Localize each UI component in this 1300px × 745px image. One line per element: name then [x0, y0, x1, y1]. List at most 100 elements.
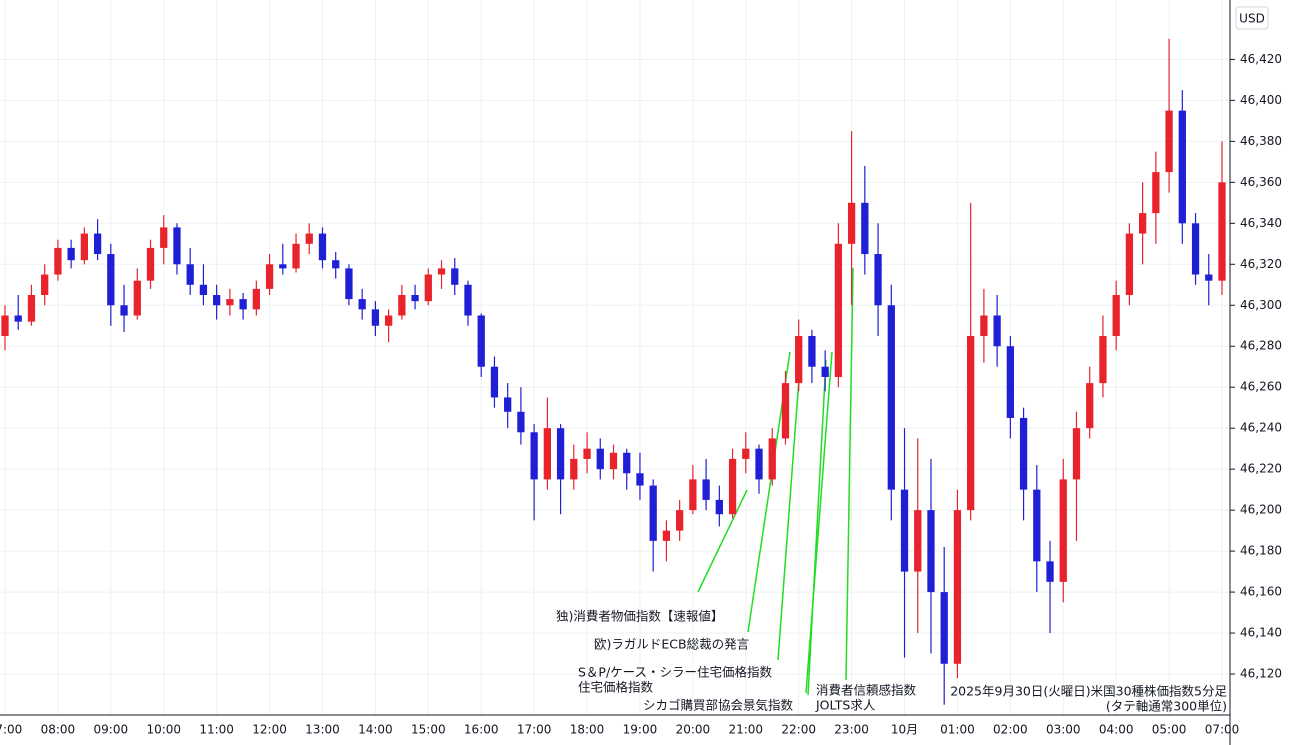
candle-body — [702, 479, 710, 500]
candle-body — [1033, 489, 1041, 562]
candle-body — [755, 448, 763, 480]
candle-body — [1125, 233, 1134, 296]
candle-body — [146, 247, 155, 281]
x-tick-label: 05:00 — [1152, 723, 1187, 737]
y-tick-label: 46,120 — [1240, 667, 1282, 681]
y-tick-label: 46,160 — [1240, 585, 1282, 599]
candle-body — [596, 448, 604, 470]
candles — [1, 38, 1226, 705]
x-tick-label: 12:00 — [252, 723, 287, 737]
candle-body — [967, 335, 975, 511]
annotation-text: S＆P/ケース・シラー住宅価格指数 — [578, 665, 773, 680]
candle-body — [1205, 274, 1213, 281]
x-tick-label: 21:00 — [728, 723, 763, 737]
candle-body — [676, 510, 684, 531]
candle-body — [927, 510, 935, 593]
annotation-leader — [697, 489, 748, 593]
x-tick-label: 02:00 — [993, 723, 1028, 737]
candle-body — [93, 233, 102, 255]
candle-body — [464, 284, 472, 316]
candle-body — [318, 233, 327, 261]
candle-body — [556, 428, 565, 480]
y-tick-label: 46,180 — [1240, 544, 1282, 558]
x-tick-label: 04:00 — [1099, 723, 1134, 737]
unit-box — [1235, 6, 1269, 30]
x-tick-label: 20:00 — [676, 723, 711, 737]
candle-body — [795, 335, 803, 384]
candle-body — [900, 489, 909, 572]
annotation-text: 住宅価格指数 — [578, 680, 654, 695]
candle-body — [623, 452, 631, 474]
candle-body — [332, 260, 340, 269]
y-tick-label: 46,140 — [1240, 626, 1282, 640]
annotation-leader — [807, 359, 827, 696]
x-tick-label: 08:00 — [41, 723, 76, 737]
annotations: 独)消費者物価指数【速報値】欧)ラガルドECB総裁の発言 S＆P/ケース・シラー住… — [556, 267, 917, 713]
x-tick-label: 03:00 — [1046, 723, 1081, 737]
candle-body — [1152, 172, 1160, 214]
candle-body — [1, 315, 9, 336]
candle-body — [993, 315, 1001, 347]
x-tick-label: 17:00 — [517, 723, 552, 737]
candle-body — [1046, 561, 1054, 582]
candle-body — [808, 335, 816, 367]
candle-body — [120, 305, 128, 316]
candle-body — [504, 397, 512, 412]
candle-body — [874, 254, 882, 306]
x-tick-label: 07:00 — [1205, 723, 1240, 737]
candle-body — [543, 428, 551, 480]
candle-body — [384, 315, 393, 326]
x-tick-label: 15:00 — [411, 723, 446, 737]
annotation-text: 消費者信頼感指数 — [816, 683, 917, 698]
y-tick-label: 46,320 — [1240, 257, 1282, 271]
y-tick-label: 46,400 — [1240, 93, 1282, 107]
candle-body — [371, 309, 380, 326]
candle-body — [1191, 223, 1200, 275]
candle-body — [662, 530, 671, 541]
x-tick-label: 13:00 — [305, 723, 340, 737]
candle-body — [728, 458, 737, 515]
y-tick-label: 46,420 — [1240, 52, 1282, 66]
candle-body — [14, 315, 22, 322]
candle-body — [636, 473, 644, 486]
candle-body — [953, 510, 962, 664]
candle-body — [437, 268, 446, 275]
x-tick-label: 22:00 — [781, 723, 816, 737]
annotation-leader — [777, 364, 801, 661]
candle-body — [398, 295, 406, 316]
chart-title: 2025年9月30日(火曜日)米国30種株価指数5分足 — [950, 684, 1227, 699]
candle-body — [1006, 346, 1014, 418]
candle-body — [1218, 182, 1226, 281]
candle-body — [940, 592, 948, 664]
candle-body — [424, 274, 432, 302]
candle-body — [265, 264, 274, 289]
x-tick-label: 14:00 — [358, 723, 393, 737]
candle-body — [742, 448, 750, 459]
annotation-leader — [845, 267, 854, 681]
y-tick-label: 46,260 — [1240, 380, 1282, 394]
y-tick-label: 46,220 — [1240, 462, 1282, 476]
x-tick-label: 07:00 — [0, 723, 22, 737]
candle-body — [67, 247, 75, 261]
candle-body — [517, 411, 525, 433]
candle-body — [768, 438, 776, 480]
candle-body — [239, 299, 247, 310]
candle-body — [570, 458, 578, 480]
candle-body — [133, 280, 141, 316]
y-tick-label: 46,200 — [1240, 503, 1282, 517]
candle-body — [477, 315, 485, 367]
candle-body — [451, 268, 459, 285]
x-tick-label: 09:00 — [94, 723, 129, 737]
candle-body — [226, 299, 234, 306]
candle-body — [715, 499, 723, 515]
y-tick-label: 46,300 — [1240, 298, 1282, 312]
candle-body — [1072, 428, 1081, 480]
candle-body — [1165, 110, 1173, 173]
x-tick-label: 10月 — [891, 723, 918, 737]
candle-body — [305, 233, 313, 244]
x-tick-label: 11:00 — [199, 723, 234, 737]
y-tick-label: 46,240 — [1240, 421, 1282, 435]
annotation-text: JOLTS求人 — [815, 698, 876, 713]
candle-body — [834, 243, 843, 377]
